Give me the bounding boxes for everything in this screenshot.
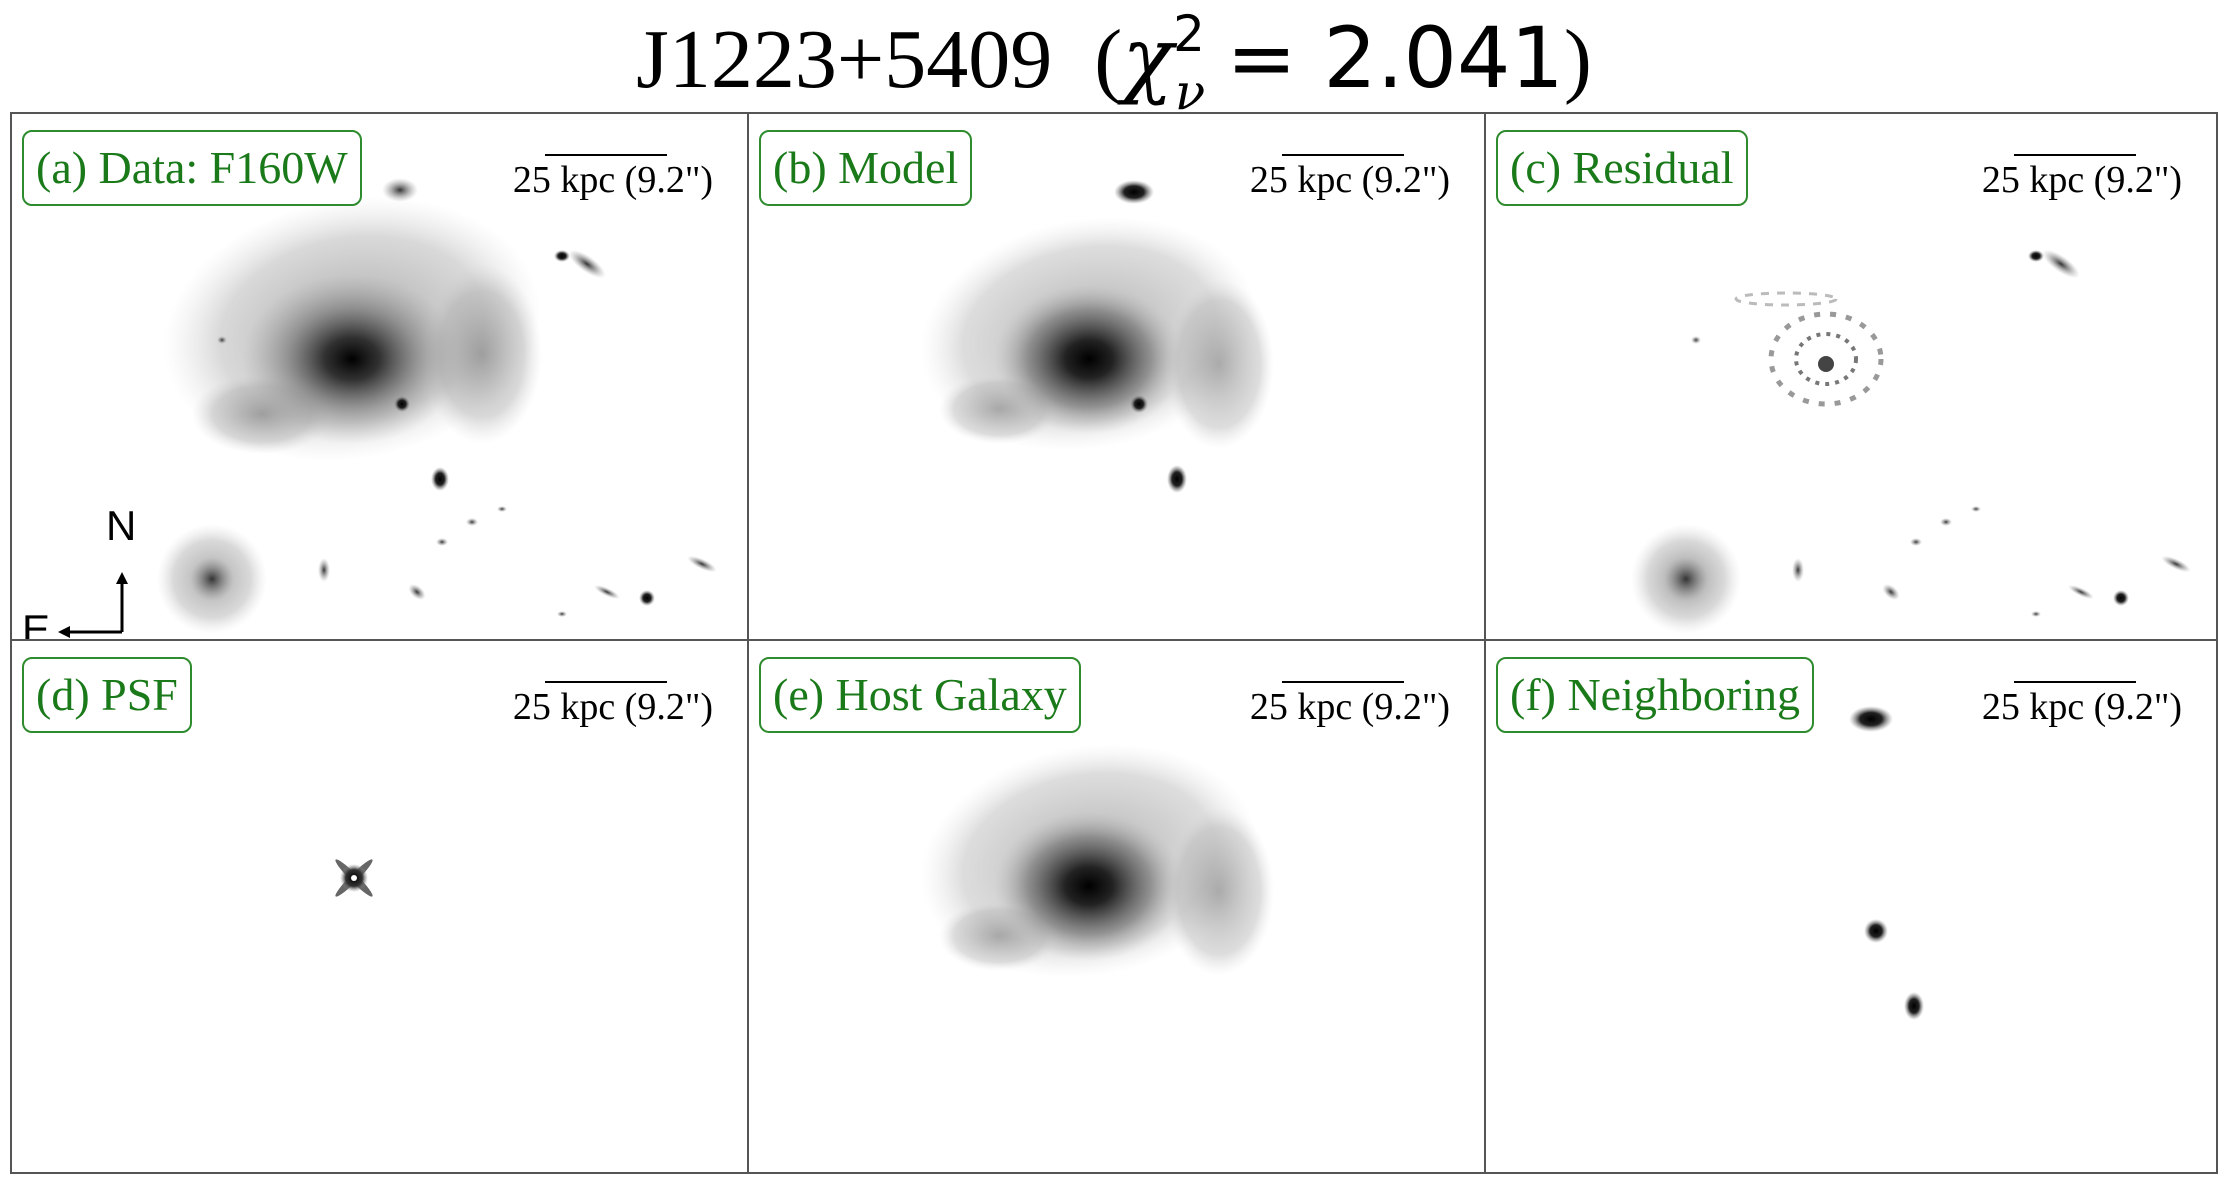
figure-title: J1223+5409 (χ2ν = 2.041)	[0, 5, 2228, 121]
neighboring-image	[1849, 706, 1924, 1020]
panel-label: (f) Neighboring	[1496, 657, 1814, 733]
scale-bar-label: 25 kpc (9.2")	[512, 159, 713, 201]
close-paren: )	[1563, 13, 1592, 106]
residual-image	[1631, 249, 2191, 634]
panel-residual: (c) Residual 25 kpc (9.2")	[1486, 114, 2216, 639]
divider-vertical-2	[1484, 114, 1486, 1172]
chi-symbol: χ	[1122, 9, 1174, 107]
compass-north: N	[106, 502, 137, 549]
chi-value: = 2.041	[1226, 9, 1564, 107]
compass-arrows-icon	[58, 572, 128, 638]
scale-bar-line	[545, 681, 667, 683]
scale-bar: 25 kpc (9.2")	[1230, 681, 1450, 741]
panel-neighboring: (f) Neighboring 25 kpc (9.2")	[1486, 641, 2216, 1172]
scale-bar-line	[2014, 681, 2136, 683]
scale-bar-line	[1282, 681, 1404, 683]
scale-bar: 25 kpc (9.2")	[493, 681, 713, 741]
model-image	[920, 180, 1274, 493]
divider-vertical-1	[747, 114, 749, 1172]
scale-bar-label: 25 kpc (9.2")	[512, 686, 713, 728]
panel-label: (b) Model	[759, 130, 973, 206]
data-image	[157, 178, 717, 634]
scale-bar-line	[1282, 154, 1404, 156]
panel-grid: (a) Data: F160W 25 kpc (9.2") N E	[10, 112, 2218, 1174]
scale-bar-label: 25 kpc (9.2")	[1981, 686, 2182, 728]
compass-east: E	[22, 606, 51, 639]
object-name: J1223+5409	[636, 13, 1053, 106]
panel-label: (e) Host Galaxy	[759, 657, 1081, 733]
scale-bar: 25 kpc (9.2")	[1230, 154, 1450, 214]
scale-bar-line	[2014, 154, 2136, 156]
panel-label: (c) Residual	[1496, 130, 1748, 206]
panel-label: (d) PSF	[22, 657, 192, 733]
panel-data: (a) Data: F160W 25 kpc (9.2") N E	[12, 114, 747, 639]
scale-bar: 25 kpc (9.2")	[1962, 681, 2182, 741]
host-galaxy-image	[920, 743, 1274, 979]
scale-bar-line	[545, 154, 667, 156]
panel-host-galaxy: (e) Host Galaxy 25 kpc (9.2")	[749, 641, 1484, 1172]
chi-superscript: 2	[1173, 5, 1205, 63]
panel-model: (b) Model 25 kpc (9.2")	[749, 114, 1484, 639]
scale-bar-label: 25 kpc (9.2")	[1249, 159, 1450, 201]
chi-subscript: ν	[1174, 63, 1206, 121]
psf-image	[335, 859, 373, 897]
scale-bar: 25 kpc (9.2")	[493, 154, 713, 214]
panel-psf: (d) PSF 25 kpc (9.2")	[12, 641, 747, 1172]
scale-bar-label: 25 kpc (9.2")	[1981, 159, 2182, 201]
panel-label: (a) Data: F160W	[22, 130, 362, 206]
scale-bar: 25 kpc (9.2")	[1962, 154, 2182, 214]
divider-horizontal	[12, 639, 2216, 641]
scale-bar-label: 25 kpc (9.2")	[1249, 686, 1450, 728]
open-paren: (	[1094, 13, 1123, 106]
compass: N E	[16, 502, 176, 639]
